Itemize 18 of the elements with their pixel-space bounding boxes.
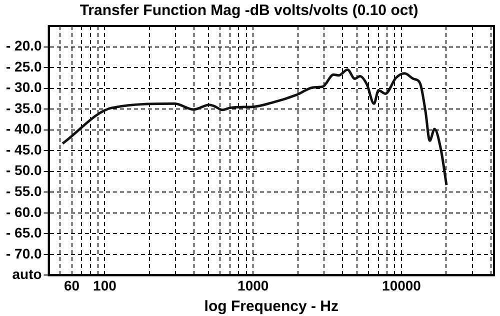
y-tick-label: - 45.0	[6, 141, 42, 158]
y-tick-label: - 35.0	[6, 100, 42, 116]
y-tick-label: - 65.0	[6, 224, 42, 241]
x-tick-label: 60	[64, 277, 80, 294]
y-tick-label: - 25.0	[6, 58, 42, 74]
y-tick-label: - 50.0	[6, 162, 42, 178]
x-tick-label: 1000	[238, 277, 269, 294]
x-axis-title: log Frequency - Hz	[204, 298, 338, 316]
x-tick-label: 100	[93, 277, 117, 294]
y-tick-label: - 70.0	[6, 245, 42, 262]
y-tick-label: - 60.0	[6, 204, 42, 220]
y-tick-label: - 55.0	[6, 182, 42, 199]
chart-title: Transfer Function Mag -dB volts/volts (0.10 oct)	[80, 2, 418, 20]
y-tick-label: - 20.0	[6, 38, 42, 54]
y-tick-label: - 30.0	[6, 79, 42, 96]
y-tick-label: auto	[12, 266, 42, 282]
y-tick-label: - 40.0	[6, 120, 42, 137]
x-tick-label: 10000	[382, 277, 422, 294]
